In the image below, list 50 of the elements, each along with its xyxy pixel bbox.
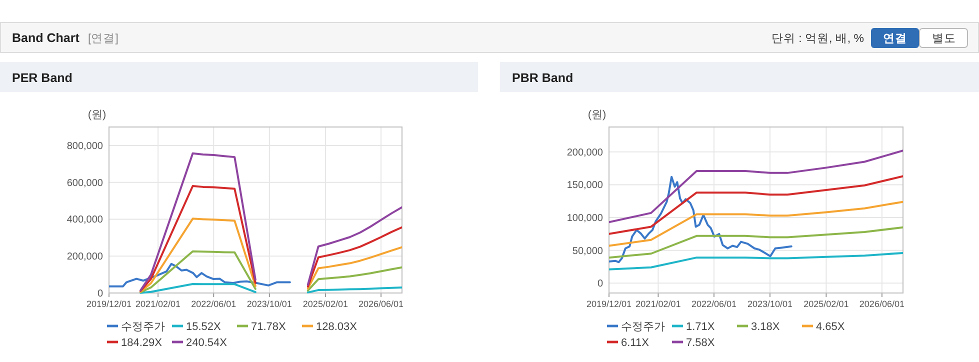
x-tick-label: 2022/06/01 xyxy=(691,299,736,309)
x-tick-label: 2021/02/01 xyxy=(136,299,181,309)
y-tick-label: 50,000 xyxy=(572,246,604,257)
y-axis-title: (원) xyxy=(588,109,606,121)
legend-label: 6.11X xyxy=(621,337,650,349)
chart-title: PER Band xyxy=(12,71,72,85)
x-tick-label: 2019/12/01 xyxy=(586,299,632,309)
x-tick-label: 2026/06/01 xyxy=(859,299,904,309)
line-series xyxy=(609,252,903,270)
legend-label: 15.52X xyxy=(186,321,222,333)
x-tick-label: 2023/10/01 xyxy=(747,299,792,309)
line-series xyxy=(609,226,903,259)
x-tick-label: 2026/06/01 xyxy=(358,299,404,309)
text: 단위 : 억원, 배, % xyxy=(771,33,864,45)
legend-label: 수정주가 xyxy=(121,321,165,333)
x-tick-label: 2021/02/01 xyxy=(636,299,681,309)
text: 별도 xyxy=(932,33,956,45)
chart-title: PBR Band xyxy=(512,71,574,85)
y-tick-label: 400,000 xyxy=(66,214,104,226)
y-axis-title: (원) xyxy=(88,109,106,121)
x-tick-label: 2022/06/01 xyxy=(191,299,236,309)
legend-label: 184.29X xyxy=(121,337,163,349)
line-series xyxy=(609,200,903,247)
legend-label: 71.78X xyxy=(251,321,287,333)
text: 연결 xyxy=(883,32,907,45)
legend-label: 수정주가 xyxy=(621,321,665,333)
legend-label: 4.65X xyxy=(816,321,846,333)
y-tick-label: 100,000 xyxy=(566,213,604,224)
y-tick-label: 200,000 xyxy=(66,252,104,263)
y-tick-label: 0 xyxy=(597,278,604,290)
x-tick-label: 2019/12/01 xyxy=(86,299,132,309)
legend-label: 240.54X xyxy=(186,337,228,349)
line-series xyxy=(609,150,903,224)
y-tick-label: 600,000 xyxy=(66,178,104,189)
legend-label: 128.03X xyxy=(316,321,358,333)
text: [연결] xyxy=(88,33,118,45)
line-series xyxy=(609,176,792,264)
x-tick-label: 2025/02/01 xyxy=(804,299,849,309)
y-tick-label: 800,000 xyxy=(66,140,104,152)
line-series xyxy=(109,262,291,288)
x-tick-label: 2025/02/01 xyxy=(302,299,348,309)
line-series xyxy=(609,175,903,235)
legend-label: 1.71X xyxy=(686,321,716,333)
legend-label: 3.18X xyxy=(751,321,780,333)
text: Band Chart xyxy=(12,31,80,45)
y-tick-label: 200,000 xyxy=(566,147,604,158)
x-tick-label: 2023/10/01 xyxy=(246,299,292,309)
y-tick-label: 150,000 xyxy=(566,180,604,192)
legend-label: 7.58X xyxy=(686,337,716,349)
y-tick-label: 0 xyxy=(97,288,104,300)
